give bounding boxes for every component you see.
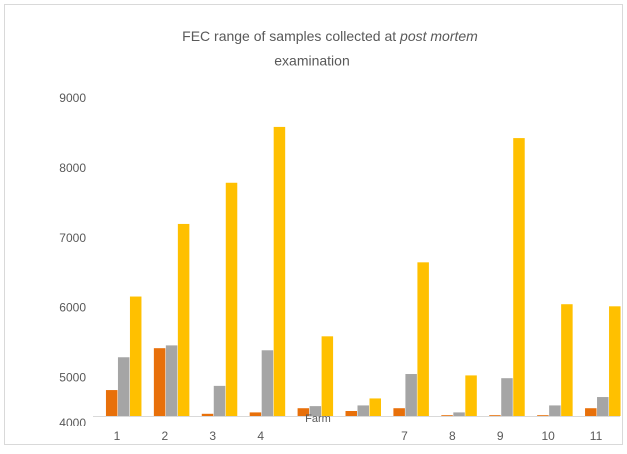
chart-border [4,4,623,445]
bar [273,126,286,416]
bar [393,408,405,416]
x-tick-label: 3 [209,429,216,443]
bar [489,415,501,416]
x-tick-label: 1 [114,429,121,443]
bar [297,408,310,416]
y-tick-label: 7000 [59,231,86,245]
bar [405,374,417,416]
x-axis-label: Farm [305,413,331,425]
bar [105,390,118,416]
bar [249,412,262,416]
y-tick-label: 5000 [59,370,86,384]
bar [117,357,130,416]
bar [201,413,214,416]
bar [369,398,381,416]
chart-title-line2: examination [274,53,350,69]
x-tick-label: 8 [449,429,456,443]
x-tick-label: 9 [497,429,504,443]
y-tick-label: 9000 [59,91,86,105]
bar [357,405,369,416]
x-tick-label: 4 [257,429,264,443]
bar [417,262,429,416]
bar [309,406,322,416]
plot-area [105,126,621,416]
x-tick-label: 7 [401,429,408,443]
bar [225,182,238,416]
y-tick-label: 4000 [59,416,86,430]
bar [465,375,477,416]
bar [213,385,226,416]
bar [513,138,525,416]
bar [321,336,334,416]
bar [345,411,357,416]
bar [501,378,513,416]
x-tick-label: 11 [590,429,603,443]
title-line1: FEC range of samples collected at [182,28,396,44]
x-tick-label: 10 [541,429,555,443]
bar [549,405,561,416]
y-tick-label: 8000 [59,161,86,175]
y-axis: 4000 5000 6000 7000 8000 9000 [59,91,86,430]
bar [561,304,573,416]
bar [585,408,597,416]
title-italic: post mortem [399,28,478,44]
bar [453,412,465,416]
bar [609,306,621,416]
chart-title: FEC range of samples collected at post m… [182,28,478,44]
bar [441,415,453,416]
bar [129,296,142,416]
bar [261,350,274,416]
bar [165,345,178,416]
y-tick-label: 6000 [59,301,86,315]
bar [153,348,166,416]
bar [537,415,549,416]
x-tick-label: 2 [162,429,169,443]
bar [597,397,609,416]
bar [177,223,190,416]
